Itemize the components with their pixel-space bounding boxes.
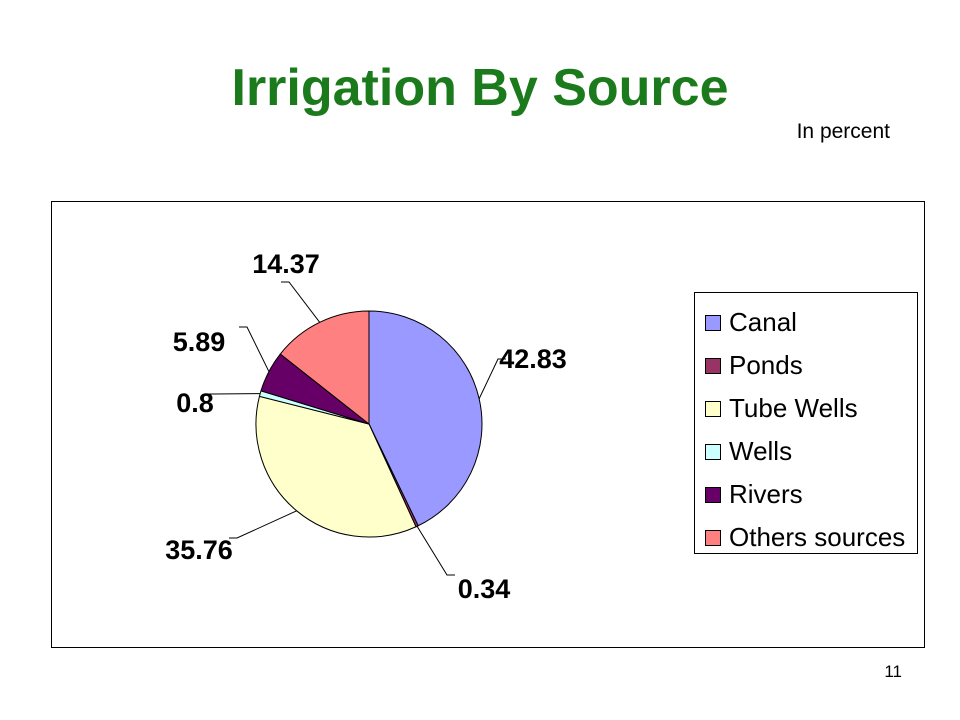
leader-line-tube-wells (229, 510, 297, 539)
page-number: 11 (884, 662, 902, 681)
chart-legend: Canal Ponds Tube Wells Wells Rivers Others so… (694, 292, 918, 554)
legend-item-ponds: Ponds (695, 344, 917, 387)
legend-label-wells: Wells (729, 436, 793, 466)
legend-label-ponds: Ponds (729, 350, 803, 380)
leader-line-canal (478, 358, 506, 399)
legend-item-tube-wells: Tube Wells (695, 387, 917, 430)
legend-label-tube-wells: Tube Wells (729, 393, 858, 423)
leader-line-others-sources (281, 281, 321, 323)
data-label-others-sources: 14.37 (252, 249, 320, 279)
data-label-rivers: 5.89 (173, 327, 226, 357)
pie-slice-canal (368, 310, 483, 527)
legend-swatch-rivers (705, 486, 721, 503)
legend-swatch-canal (705, 314, 721, 331)
legend-swatch-ponds (705, 357, 721, 374)
legend-swatch-wells (705, 443, 721, 460)
data-label-ponds: 0.34 (458, 574, 511, 604)
legend-swatch-tube-wells (705, 400, 721, 417)
page-title: Irrigation By Source (231, 59, 729, 117)
legend-item-rivers: Rivers (695, 473, 917, 516)
pie-slice-tube-wells (255, 395, 417, 538)
leader-line-ponds (416, 525, 455, 576)
data-label-canal: 42.83 (499, 344, 567, 374)
legend-label-canal: Canal (729, 307, 797, 337)
leader-line-rivers (239, 326, 270, 372)
legend-label-rivers: Rivers (729, 479, 803, 509)
legend-item-canal: Canal (695, 301, 917, 344)
legend-label-others-sources: Others sources (729, 522, 906, 552)
units-note: In percent (796, 120, 890, 143)
pie-chart: 42.83 0.34 35.76 0.8 5.89 14.37 (165, 249, 567, 604)
legend-swatch-others-sources (705, 529, 721, 546)
chart-area (51, 201, 925, 648)
data-label-wells: 0.8 (176, 388, 214, 418)
data-label-tube-wells: 35.76 (165, 535, 233, 565)
legend-item-wells: Wells (695, 430, 917, 473)
legend-item-others-sources: Others sources (695, 516, 917, 559)
pie-slice-others-sources (279, 310, 370, 426)
